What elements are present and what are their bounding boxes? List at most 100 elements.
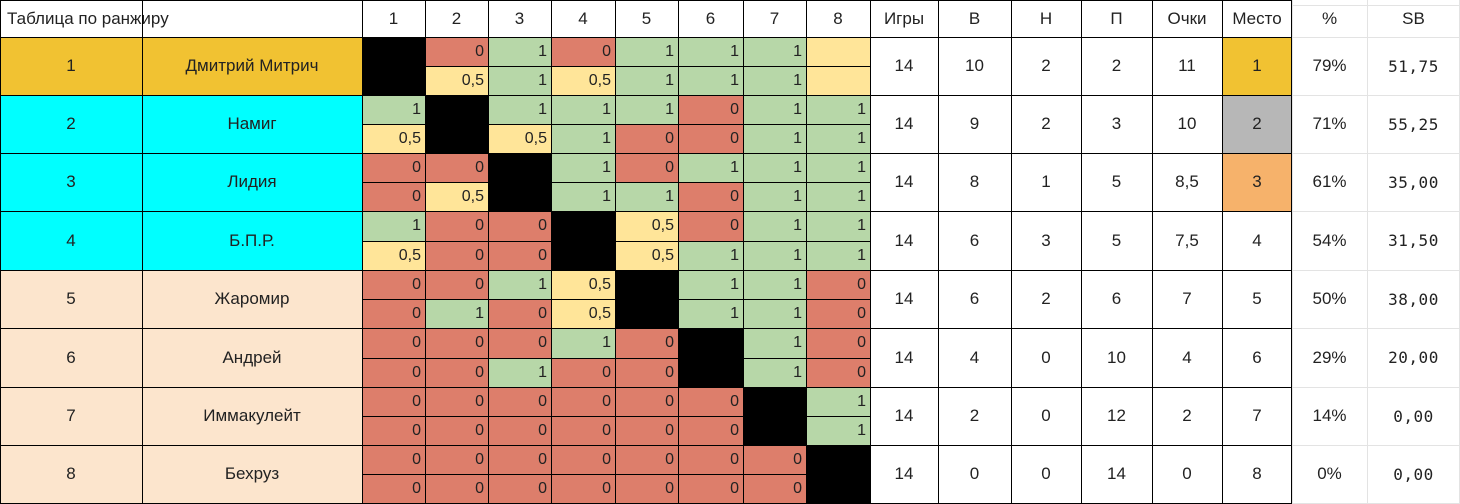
stat-place[interactable]: 5 <box>1252 289 1262 308</box>
result-cell-first[interactable]: 0 <box>488 328 551 358</box>
result-cell-second[interactable]: 0 <box>362 416 425 445</box>
stat-sb[interactable]: 0,00 <box>1393 406 1434 426</box>
stat-games[interactable]: 14 <box>894 347 914 367</box>
result-cell-second[interactable]: 0 <box>678 416 743 445</box>
stat-games[interactable]: 14 <box>894 289 914 308</box>
result-cell-second[interactable]: 0,5 <box>615 241 678 270</box>
result-cell-second[interactable]: 0 <box>425 474 488 503</box>
result-cell-second[interactable]: 0,5 <box>425 66 488 95</box>
result-cell-first[interactable]: 1 <box>678 153 743 182</box>
stat-sb[interactable]: 51,75 <box>1388 56 1439 76</box>
player-name[interactable]: Бехруз <box>142 445 362 503</box>
stat-sb[interactable]: 55,25 <box>1388 114 1439 134</box>
stat-pct[interactable]: 29% <box>1312 347 1347 367</box>
player-name[interactable]: Намиг <box>142 95 362 153</box>
stat-l[interactable]: 12 <box>1107 406 1126 425</box>
stat-pct[interactable]: 61% <box>1312 172 1347 191</box>
stat-l[interactable]: 10 <box>1107 347 1126 367</box>
result-cell-first[interactable]: 0,5 <box>551 270 615 299</box>
result-cell-first[interactable]: 1 <box>806 387 870 416</box>
result-cell-first[interactable]: 0 <box>425 37 488 66</box>
result-cell-first[interactable]: 0 <box>425 153 488 182</box>
result-cell-first[interactable]: 0 <box>425 445 488 474</box>
stat-header-8[interactable]: SB <box>1402 8 1425 28</box>
result-cell-second[interactable]: 1 <box>488 358 551 387</box>
result-cell-first[interactable]: 1 <box>743 211 806 241</box>
result-cell-first[interactable]: 0 <box>425 270 488 299</box>
result-cell-second[interactable]: 1 <box>678 299 743 328</box>
stat-place[interactable]: 3 <box>1222 153 1292 211</box>
result-cell-first[interactable]: 1 <box>806 95 870 124</box>
stat-place[interactable]: 7 <box>1252 406 1262 425</box>
result-cell-second[interactable]: 0 <box>362 182 425 211</box>
result-cell-first[interactable]: 0 <box>615 445 678 474</box>
result-cell-first[interactable]: 0 <box>551 445 615 474</box>
stat-pct[interactable]: 50% <box>1312 289 1347 308</box>
result-cell-second[interactable]: 0 <box>551 358 615 387</box>
result-cell-first[interactable]: 1 <box>743 153 806 182</box>
result-cell-second[interactable]: 0 <box>806 299 870 328</box>
col-header-7[interactable]: 7 <box>769 8 780 28</box>
stat-header-4[interactable]: П <box>1110 8 1123 28</box>
stat-d[interactable]: 3 <box>1041 230 1051 250</box>
stat-header-1[interactable]: Игры <box>883 8 925 28</box>
result-cell-first[interactable]: 1 <box>551 95 615 124</box>
stat-points[interactable]: 4 <box>1182 347 1192 367</box>
result-cell-first[interactable]: 1 <box>743 270 806 299</box>
result-cell-first[interactable]: 1 <box>743 95 806 124</box>
stat-w[interactable]: 6 <box>969 289 980 308</box>
result-cell-second[interactable]: 0 <box>488 299 551 328</box>
stat-place[interactable]: 6 <box>1252 347 1262 367</box>
stat-d[interactable]: 1 <box>1041 172 1051 191</box>
stat-header-7[interactable]: % <box>1321 8 1338 28</box>
rank-cell[interactable]: 8 <box>0 445 142 503</box>
result-cell-second[interactable]: 0,5 <box>551 66 615 95</box>
stat-d[interactable]: 2 <box>1041 289 1051 308</box>
result-cell-first[interactable]: 0 <box>425 387 488 416</box>
result-cell-second[interactable]: 1 <box>743 66 806 95</box>
col-header-8[interactable]: 8 <box>833 8 843 28</box>
stat-sb[interactable]: 35,00 <box>1388 172 1439 192</box>
result-cell-second[interactable]: 1 <box>615 66 678 95</box>
stat-games[interactable]: 14 <box>894 56 914 75</box>
result-cell-first[interactable]: 1 <box>615 37 678 66</box>
stat-points[interactable]: 11 <box>1178 56 1196 75</box>
stat-sb[interactable]: 38,00 <box>1388 289 1439 309</box>
result-cell-second[interactable]: 0 <box>551 474 615 503</box>
stat-sb[interactable]: 20,00 <box>1388 348 1439 367</box>
stat-games[interactable]: 14 <box>894 406 914 425</box>
rank-cell[interactable]: 3 <box>0 153 142 211</box>
result-cell-first[interactable]: 0 <box>362 445 425 474</box>
result-cell-first[interactable]: 0 <box>551 37 615 66</box>
stat-d[interactable]: 0 <box>1041 347 1051 367</box>
result-cell-first[interactable]: 1 <box>362 211 425 241</box>
stat-points[interactable]: 7,5 <box>1175 230 1199 250</box>
stat-d[interactable]: 2 <box>1041 56 1051 75</box>
stat-pct[interactable]: 71% <box>1312 114 1347 133</box>
result-cell-first[interactable]: 0 <box>678 211 743 241</box>
stat-w[interactable]: 0 <box>969 464 980 483</box>
result-cell-second[interactable]: 1 <box>743 182 806 211</box>
result-cell-second[interactable]: 0 <box>615 124 678 153</box>
diagonal-self-cell[interactable] <box>678 328 743 387</box>
result-cell-first[interactable]: 0 <box>425 211 488 241</box>
stat-sb[interactable]: 0,00 <box>1393 464 1434 484</box>
result-cell-second[interactable]: 0 <box>362 474 425 503</box>
result-cell-second[interactable]: 1 <box>743 241 806 270</box>
stat-d[interactable]: 2 <box>1041 114 1051 133</box>
result-cell-first[interactable]: 1 <box>678 37 743 66</box>
stat-l[interactable]: 2 <box>1111 56 1122 75</box>
stat-d[interactable]: 0 <box>1041 464 1051 483</box>
result-cell-second[interactable]: 1 <box>743 124 806 153</box>
stat-w[interactable]: 2 <box>969 406 980 425</box>
stat-points[interactable]: 10 <box>1177 114 1197 133</box>
result-cell-second[interactable]: 0 <box>806 358 870 387</box>
col-header-2[interactable]: 2 <box>451 8 462 28</box>
result-cell-second[interactable]: 0 <box>615 474 678 503</box>
result-cell-first[interactable]: 0 <box>678 445 743 474</box>
stat-pct[interactable]: 0% <box>1317 464 1342 483</box>
result-cell-first[interactable]: 0,5 <box>615 211 678 241</box>
result-cell-second[interactable]: 0,5 <box>362 124 425 153</box>
result-cell-first[interactable]: 0 <box>425 328 488 358</box>
result-cell-second[interactable]: 1 <box>551 182 615 211</box>
